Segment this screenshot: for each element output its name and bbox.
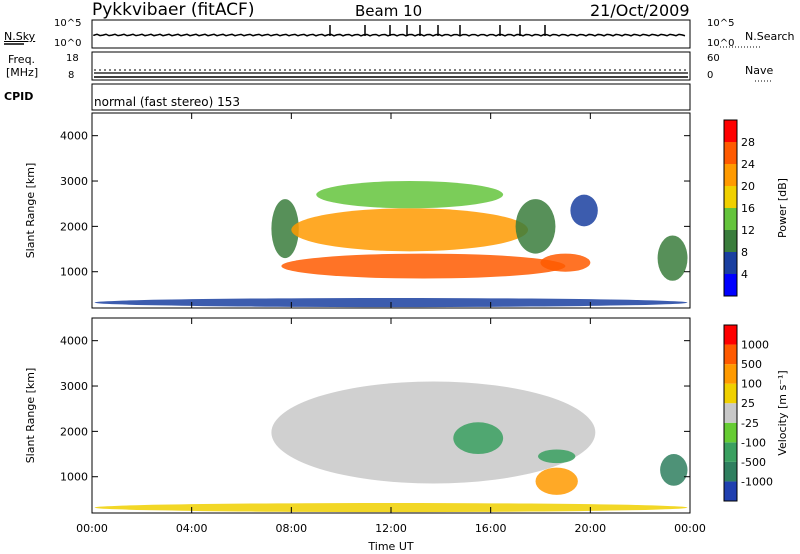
freq-label: Freq. [8,53,36,66]
colorbar-tick-label: 16 [741,202,755,215]
colorbar-tick-label: -25 [741,417,759,430]
scatter-region [657,235,688,281]
nsearch-tick-bottom: 10^0 [707,38,735,49]
nsearch-tick-top: 10^5 [707,18,735,29]
colorbar-swatch [724,461,737,482]
colorbar-label: Velocity [m s⁻¹] [776,370,789,455]
x-tick-label: 20:00 [574,522,606,535]
nsky-panel-frame [91,19,691,49]
y-tick-label: 2000 [60,425,88,438]
date-title: 21/Oct/2009 [590,1,690,20]
scatter-region [453,422,504,455]
colorbar-swatch [724,274,737,296]
nsky-trace [93,33,686,37]
colorbar-tick-label: 25 [741,397,755,410]
scatter-region [316,181,504,209]
scatter-region [291,208,529,252]
y-tick-label: 4000 [60,335,88,348]
beam-title: Beam 10 [355,2,423,20]
colorbar-swatch [724,120,737,142]
cpid-label: CPID [4,90,34,103]
scatter-region [570,194,598,227]
x-tick-label: 00:00 [674,522,706,535]
scatter-region [271,199,299,259]
colorbar-tick-label: 8 [741,246,748,259]
scatter-region [515,199,556,254]
colorbar-swatch [724,208,737,230]
scatter-region [660,454,688,486]
y-tick-label: 2000 [60,220,88,233]
colorbar-swatch [724,142,737,164]
colorbar-swatch [724,186,737,208]
colorbar-swatch [724,383,737,404]
freq-panel-frame [91,51,691,81]
x-tick-label: 04:00 [176,522,208,535]
colorbar-label: Power [dB] [776,178,789,238]
y-tick-label: 3000 [60,175,88,188]
y-tick-label: 3000 [60,380,88,393]
colorbar-swatch [724,442,737,462]
colorbar-tick-label: 28 [741,136,755,149]
scatter-region [281,253,566,279]
colorbar-swatch [724,252,737,274]
freq-tick-top: 18 [66,53,79,64]
freq-unit: [MHz] [6,66,39,79]
colorbar-frame [723,324,738,502]
nave-tick-bottom: 0 [707,70,714,81]
colorbar-tick-label: 20 [741,180,755,193]
scatter-region [535,467,578,495]
colorbar-tick-label: 100 [741,378,762,391]
colorbar-swatch [724,164,737,186]
nsky-tick-top: 10^5 [54,18,82,29]
x-tick-label: 08:00 [275,522,307,535]
colorbar-swatch [724,325,737,345]
x-axis-label: Time UT [367,540,413,553]
scatter-region [540,253,591,272]
colorbar-tick-label: 4 [741,268,748,281]
colorbar-tick-label: -500 [741,456,766,469]
nsky-label: N.Sky [4,30,36,43]
scatter-region [538,449,576,464]
colorbar-tick-label: 1000 [741,339,769,352]
nave-tick-top: 60 [707,53,720,64]
colorbar-swatch [724,422,737,443]
colorbar-swatch [724,403,737,423]
y-tick-label: 1000 [60,266,88,279]
colorbar-tick-label: -100 [741,436,766,449]
nsearch-label: N.Search [745,30,795,43]
freq-tick-bottom: 8 [68,70,75,81]
x-tick-label: 16:00 [475,522,507,535]
nsky-tick-bottom: 10^0 [54,38,82,49]
cpid-text: normal (fast stereo) 153 [94,95,241,109]
colorbar-tick-label: -1000 [741,475,773,488]
x-tick-label: 00:00 [76,522,108,535]
y-tick-label: 1000 [60,471,88,484]
cpid-panel-frame [91,83,691,111]
colorbar-frame [723,119,738,297]
nave-label: Nave [745,64,774,77]
colorbar-tick-label: 500 [741,358,762,371]
colorbar-swatch [724,230,737,252]
colorbar-swatch [724,481,737,501]
y-tick-label: 4000 [60,130,88,143]
colorbar-tick-label: 12 [741,224,755,237]
colorbar-tick-label: 24 [741,158,755,171]
colorbar-swatch [724,344,737,365]
station-title: Pykkvibaer (fitACF) [92,0,255,20]
colorbar-swatch [724,364,737,384]
x-tick-label: 12:00 [375,522,407,535]
scatter-region [271,381,596,484]
y-axis-label: Slant Range [km] [24,368,37,464]
y-axis-label: Slant Range [km] [24,163,37,259]
